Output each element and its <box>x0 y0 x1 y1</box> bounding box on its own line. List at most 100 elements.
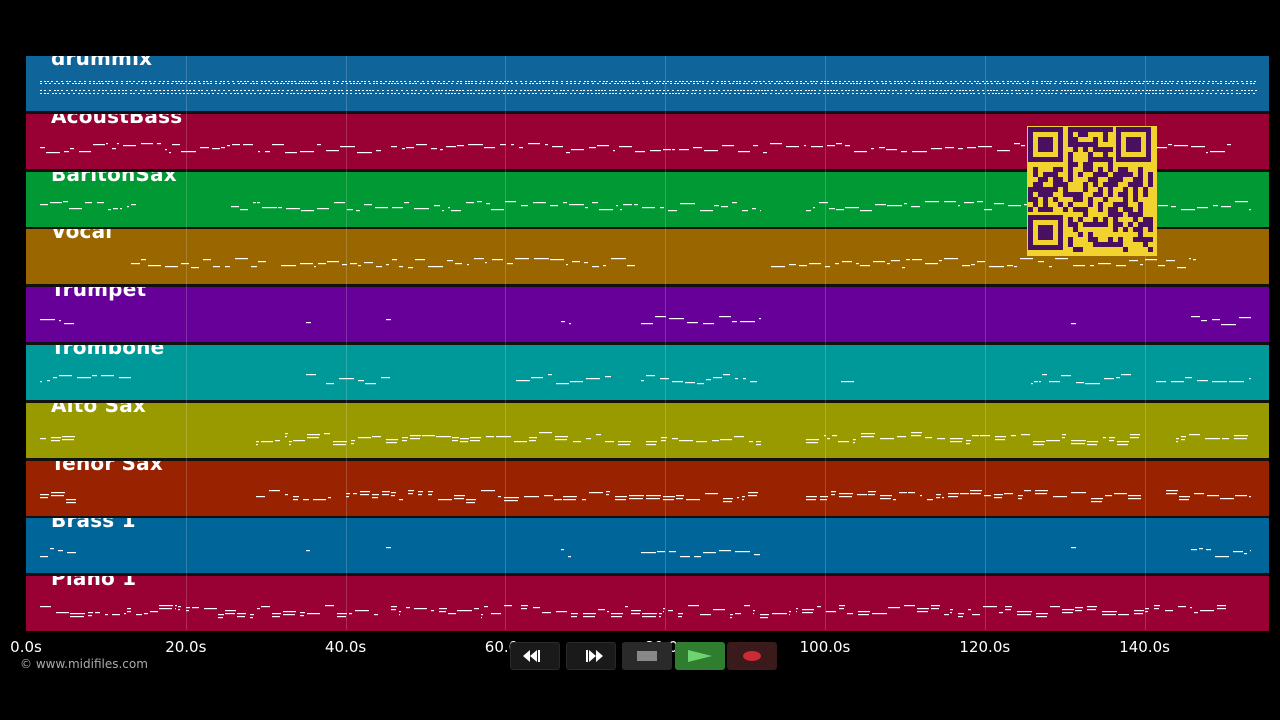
note <box>597 144 609 146</box>
note <box>96 83 98 84</box>
note <box>293 93 295 94</box>
note <box>196 93 198 94</box>
note <box>260 90 262 91</box>
note <box>856 93 858 94</box>
record-button[interactable] <box>727 642 777 670</box>
note <box>718 90 720 91</box>
note <box>129 81 131 82</box>
rewind-button[interactable] <box>510 642 560 670</box>
note <box>158 83 160 84</box>
note <box>117 142 119 144</box>
track-row[interactable]: Brass 1 <box>26 518 1269 574</box>
note <box>153 90 155 91</box>
note <box>1171 83 1173 84</box>
note <box>463 93 465 94</box>
note <box>451 93 453 94</box>
note <box>576 90 578 91</box>
note <box>47 93 49 94</box>
note <box>385 81 387 82</box>
note <box>296 90 298 91</box>
track-row[interactable]: Trombone <box>26 345 1269 400</box>
note <box>887 204 902 206</box>
stop-button[interactable] <box>622 642 672 670</box>
note <box>892 90 894 91</box>
track-row[interactable]: Piano 1 <box>26 576 1269 632</box>
note <box>446 145 456 147</box>
note <box>175 605 177 607</box>
note <box>897 81 899 82</box>
note <box>1134 81 1136 82</box>
note <box>1206 151 1208 153</box>
note <box>1091 500 1102 502</box>
note <box>933 83 935 84</box>
note <box>574 81 576 82</box>
note <box>356 209 360 211</box>
note <box>454 93 456 94</box>
qr-code[interactable] <box>1027 126 1157 256</box>
fast-forward-button[interactable] <box>566 642 616 670</box>
note <box>912 90 914 91</box>
note <box>721 81 723 82</box>
note <box>966 442 970 444</box>
track-row[interactable]: Alto Sax <box>26 402 1269 458</box>
play-button[interactable] <box>675 642 725 670</box>
note <box>901 83 903 84</box>
track-row[interactable]: Tenor Sax <box>26 460 1269 516</box>
note <box>868 490 876 492</box>
note <box>264 81 266 82</box>
note <box>510 93 512 94</box>
note <box>493 93 495 94</box>
note <box>122 93 124 94</box>
note <box>794 90 796 91</box>
note <box>258 150 260 152</box>
note <box>111 81 113 82</box>
note <box>706 83 708 84</box>
note <box>237 616 245 618</box>
note <box>423 93 425 94</box>
note <box>871 81 873 82</box>
note <box>815 83 817 84</box>
note <box>520 90 522 91</box>
note <box>376 81 378 82</box>
note <box>383 83 385 84</box>
note <box>484 93 486 94</box>
note <box>1170 90 1172 91</box>
note <box>700 614 711 616</box>
note <box>999 83 1001 84</box>
note <box>178 606 181 608</box>
note <box>179 93 181 94</box>
note <box>632 83 634 84</box>
note <box>925 200 939 202</box>
note <box>267 93 269 94</box>
note <box>931 608 939 610</box>
note <box>289 443 291 445</box>
note <box>867 93 869 94</box>
track-row[interactable]: drummix <box>26 56 1269 111</box>
note <box>431 81 433 82</box>
note <box>529 436 537 438</box>
note <box>321 93 323 94</box>
note <box>847 93 849 94</box>
note <box>428 490 433 492</box>
note <box>508 90 510 91</box>
note <box>460 81 462 82</box>
note <box>911 83 913 84</box>
note <box>1048 93 1050 94</box>
note <box>845 90 847 91</box>
note <box>925 83 927 84</box>
note <box>669 318 684 320</box>
note <box>1236 81 1238 82</box>
note <box>244 90 246 91</box>
note <box>760 617 768 619</box>
note <box>510 81 512 82</box>
note <box>918 81 920 82</box>
note-roll <box>40 547 1251 558</box>
note <box>1018 494 1023 496</box>
note <box>760 614 769 616</box>
note <box>89 83 91 84</box>
track-label: BaritonSax <box>51 171 177 186</box>
note <box>845 206 859 208</box>
note <box>1067 83 1069 84</box>
note <box>873 83 875 84</box>
track-row[interactable]: Trumpet <box>26 287 1269 343</box>
